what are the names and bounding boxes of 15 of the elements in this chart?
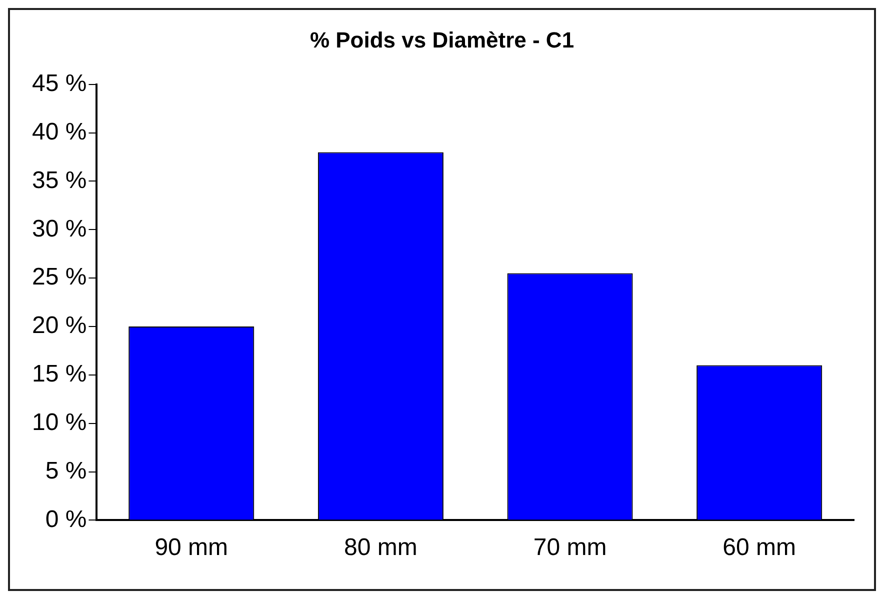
- chart-title: % Poids vs Diamètre - C1: [310, 27, 574, 52]
- x-tick-label: 70 mm: [533, 534, 607, 562]
- y-tick-label: 20 %: [32, 312, 87, 340]
- y-tick-label: 10 %: [32, 408, 87, 436]
- y-tick-label: 40 %: [32, 118, 87, 146]
- y-tick-label: 25 %: [32, 264, 87, 291]
- y-tick-label: 35 %: [32, 166, 87, 194]
- x-tick-label: 80 mm: [344, 534, 418, 562]
- y-tick-label: 15 %: [32, 360, 87, 388]
- x-tick-label: 90 mm: [154, 534, 228, 562]
- y-tick-label: 5 %: [45, 457, 87, 484]
- y-tick-label: 45 %: [32, 70, 87, 98]
- y-tick-label: 30 %: [32, 215, 87, 242]
- y-tick-label: 0 %: [45, 506, 87, 533]
- x-tick-label: 60 mm: [722, 534, 796, 562]
